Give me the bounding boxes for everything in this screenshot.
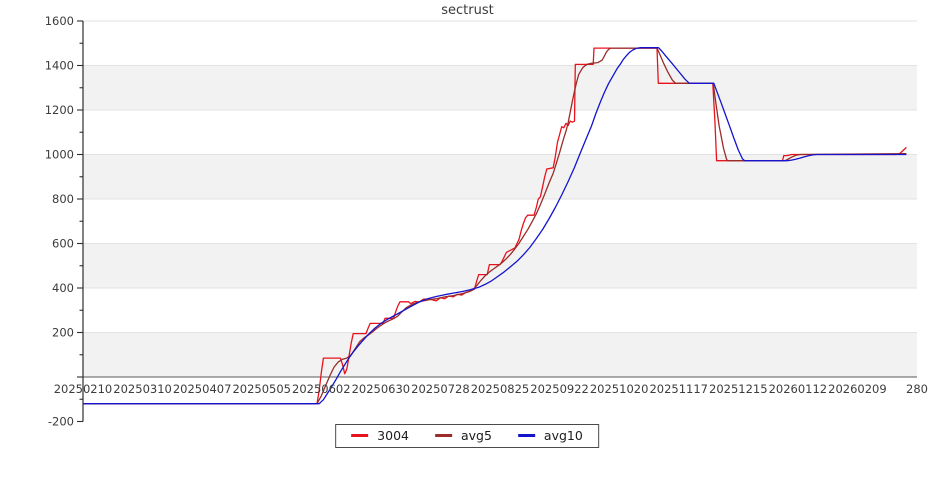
legend: 3004 avg5 avg10 (335, 424, 599, 448)
x-tick-label: 20250630 (352, 382, 411, 396)
legend-line-swatch (434, 434, 452, 437)
x-tick-label: 20251215 (709, 382, 768, 396)
x-tick-label: 20250310 (113, 382, 172, 396)
x-tick-label: 20250922 (530, 382, 589, 396)
chart-title: sectrust (441, 3, 494, 18)
x-tick-label: 280 (906, 382, 928, 396)
legend-item-avg5: avg5 (434, 428, 492, 443)
legend-line-swatch (351, 434, 369, 437)
y-tick-label: 600 (52, 237, 74, 251)
x-tick-label: 20250210 (54, 382, 113, 396)
x-tick-label: 20251020 (590, 382, 649, 396)
y-tick-label: 200 (52, 326, 74, 340)
legend-label: avg10 (543, 428, 583, 443)
y-tick-label: 1200 (45, 103, 74, 117)
legend-line-swatch (517, 434, 535, 437)
x-tick-label: 20260112 (769, 382, 828, 396)
legend-label: avg5 (460, 428, 492, 443)
legend-item-avg10: avg10 (517, 428, 583, 443)
plot-band (83, 332, 917, 377)
legend-item-3004: 3004 (351, 428, 409, 443)
x-tick-label: 20251117 (649, 382, 708, 396)
x-tick-label: 20250825 (471, 382, 530, 396)
series-line-avg5 (83, 47, 907, 405)
plot-band (83, 154, 917, 199)
legend-label: 3004 (377, 428, 409, 443)
y-tick-label: 1600 (45, 14, 74, 28)
y-tick-label: -200 (48, 415, 74, 429)
x-tick-label: 20250505 (232, 382, 291, 396)
y-tick-label: 400 (52, 281, 74, 295)
x-tick-label: 20250407 (173, 382, 232, 396)
y-tick-label: 1400 (45, 59, 74, 73)
plot-band (83, 65, 917, 110)
x-tick-label: 20250728 (411, 382, 470, 396)
x-tick-label: 20250602 (292, 382, 351, 396)
x-tick-label: 20260209 (828, 382, 887, 396)
y-tick-label: 800 (52, 192, 74, 206)
series-line-avg10 (83, 47, 907, 405)
plot-band (83, 243, 917, 288)
y-tick-label: 1000 (45, 148, 74, 162)
